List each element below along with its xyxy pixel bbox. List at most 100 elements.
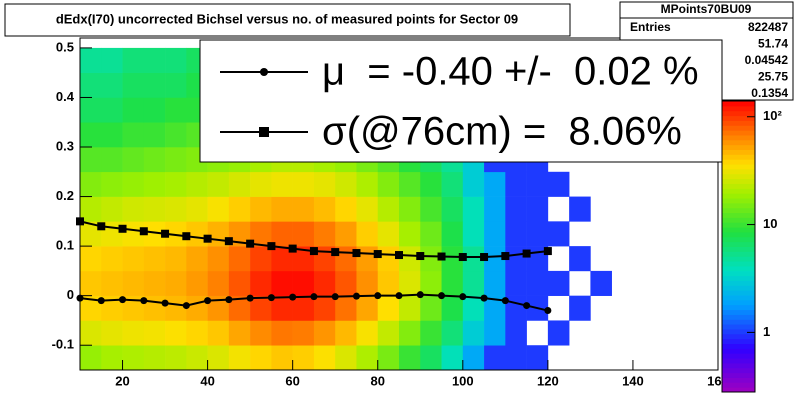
data-point	[544, 307, 552, 315]
heat-cell	[462, 270, 485, 296]
colorbar-segment	[722, 319, 755, 325]
heat-cell	[143, 246, 166, 272]
heat-cell	[271, 270, 293, 296]
y-tick-label: 0	[67, 287, 74, 302]
heat-cell	[80, 196, 102, 222]
colorbar-segment	[722, 333, 755, 340]
legend-label: σ(@76cm) = 8.06%	[322, 110, 682, 154]
data-point	[331, 293, 339, 301]
data-point	[523, 302, 531, 310]
heat-cell	[80, 320, 102, 346]
heat-cell	[165, 196, 187, 222]
colorbar-segment	[722, 222, 755, 228]
heat-cell	[228, 345, 251, 371]
colorbar-segment	[722, 328, 755, 335]
data-point	[225, 296, 233, 304]
heat-cell	[250, 196, 272, 222]
heat-cell	[505, 270, 527, 296]
heat-cell	[101, 97, 123, 123]
heat-cell	[505, 221, 527, 247]
data-point	[352, 292, 360, 300]
data-point	[373, 250, 382, 259]
data-point	[501, 252, 510, 261]
chart-title: dEdx(I70) uncorrected Bichsel versus no.…	[56, 11, 518, 26]
data-point	[480, 294, 488, 302]
data-point	[352, 249, 361, 258]
colorbar-segment	[722, 299, 755, 306]
colorbar-segment	[722, 193, 755, 199]
colorbar-segment	[722, 275, 755, 281]
heat-cell	[101, 345, 123, 371]
colorbar-segment	[722, 178, 755, 184]
heat-cell	[356, 221, 379, 247]
heat-cell	[484, 270, 506, 296]
heat-cell	[271, 345, 293, 371]
heat-cell	[399, 246, 421, 272]
colorbar-tick-label: 10²	[763, 108, 782, 123]
heat-cell	[505, 345, 527, 371]
heat-cell	[335, 196, 357, 222]
colorbar-segment	[722, 241, 755, 247]
heat-cell	[356, 345, 379, 371]
heat-cell	[590, 270, 612, 296]
data-point	[97, 297, 105, 305]
colorbar-segment	[722, 362, 755, 369]
heat-cell	[165, 47, 187, 73]
data-point	[161, 299, 169, 307]
heat-cell	[122, 221, 145, 247]
heat-cell	[143, 171, 166, 197]
heat-cell	[462, 221, 485, 247]
heat-cell	[122, 320, 145, 346]
colorbar-segment	[722, 115, 755, 121]
heat-cell	[462, 196, 485, 222]
colorbar-segment	[722, 295, 755, 301]
heat-cell	[101, 72, 123, 98]
heat-cell	[313, 295, 336, 321]
heat-cell	[505, 171, 527, 197]
heat-cell	[250, 171, 272, 197]
heat-cell	[228, 295, 251, 321]
heat-cell	[399, 171, 421, 197]
heat-cell	[143, 97, 166, 123]
colorbar-segment	[722, 353, 755, 359]
data-point	[119, 296, 127, 304]
colorbar-segment	[722, 251, 755, 257]
colorbar-tick-label: 10	[763, 216, 777, 231]
colorbar-frame	[721, 100, 756, 393]
heat-cell	[441, 246, 464, 272]
heat-cell	[547, 320, 570, 346]
colorbar-segment	[722, 324, 755, 330]
colorbar-segment	[722, 188, 755, 194]
stats-label: Entries	[630, 20, 671, 34]
heat-cell	[80, 147, 102, 173]
heat-cell	[228, 171, 251, 197]
heat-cell	[292, 320, 315, 346]
data-point	[374, 292, 382, 300]
heat-cell	[420, 345, 442, 371]
colorbar-segment	[722, 338, 755, 344]
colorbar-segment	[722, 149, 755, 155]
heat-cell	[101, 171, 123, 197]
y-tick-label: 0.3	[56, 138, 74, 153]
heat-cell	[335, 171, 357, 197]
heat-cell	[250, 345, 272, 371]
heat-cell	[165, 270, 187, 296]
colorbar-segment	[722, 212, 755, 218]
heat-cell	[101, 122, 123, 148]
data-point	[501, 297, 509, 305]
heat-cell	[80, 97, 102, 123]
heat-cell	[165, 122, 187, 148]
heat-cell	[569, 295, 591, 321]
heat-cell	[313, 196, 336, 222]
heat-cell	[165, 221, 187, 247]
y-tick-label: -0.1	[52, 337, 74, 352]
heat-cell	[526, 196, 549, 222]
colorbar-segment	[722, 261, 755, 267]
heat-cell	[526, 270, 549, 296]
heat-cell	[377, 196, 400, 222]
heat-cell	[484, 295, 506, 321]
colorbar-segment	[722, 207, 755, 214]
heat-cell	[569, 246, 591, 272]
heat-cell	[356, 295, 379, 321]
heat-cell	[399, 221, 421, 247]
